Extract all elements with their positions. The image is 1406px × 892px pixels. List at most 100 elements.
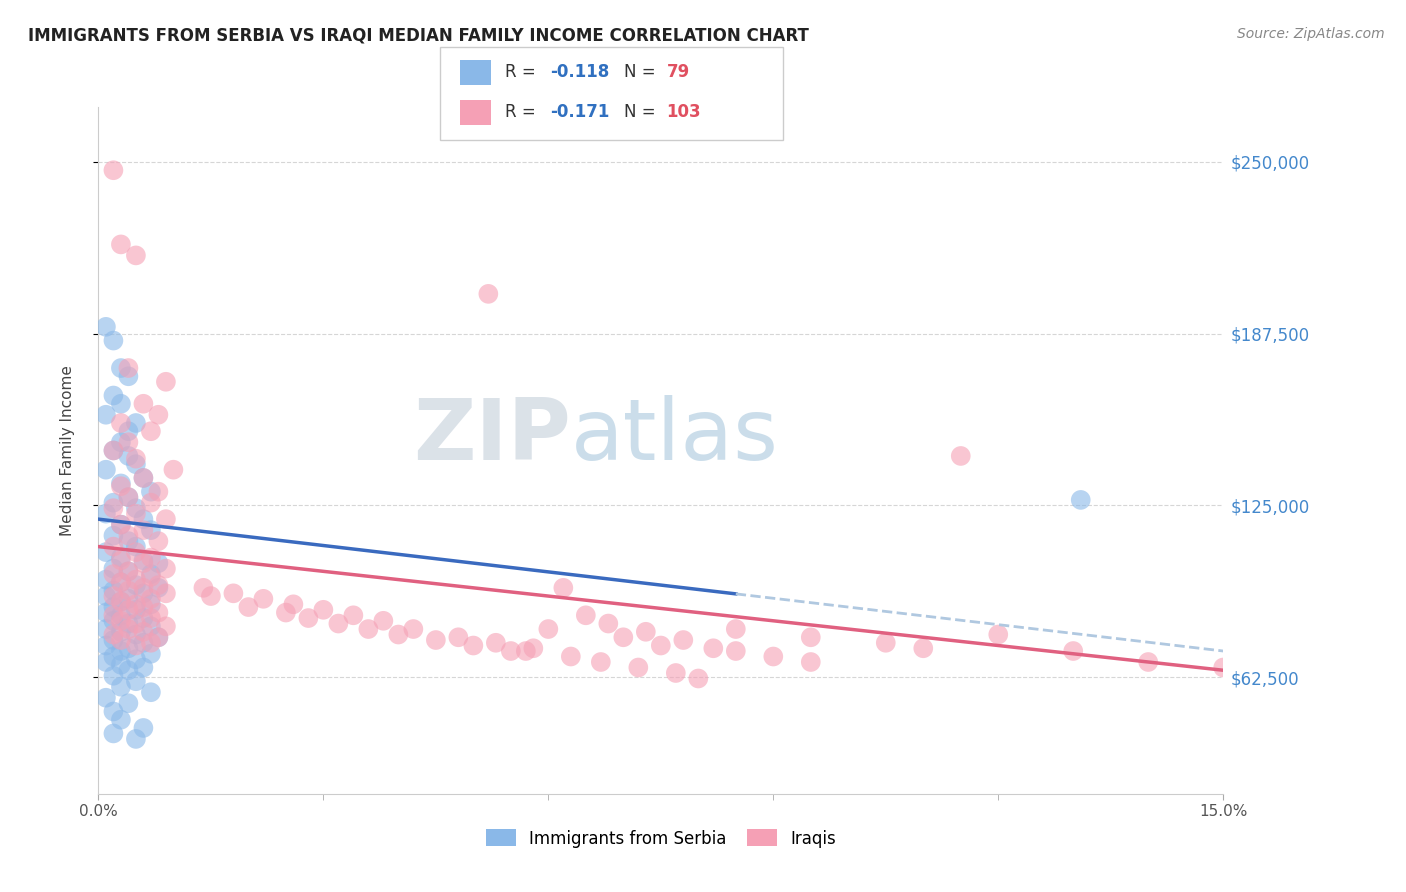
Point <box>274 606 297 620</box>
Point <box>949 449 972 463</box>
Point <box>125 416 148 430</box>
Point <box>110 644 132 658</box>
Point <box>103 501 125 516</box>
Point <box>387 627 409 641</box>
Text: ZIP: ZIP <box>413 395 571 478</box>
Point <box>103 528 125 542</box>
Point <box>312 603 335 617</box>
Point <box>117 641 139 656</box>
Point <box>103 633 125 648</box>
Point <box>598 616 620 631</box>
Point <box>485 636 508 650</box>
Text: Source: ZipAtlas.com: Source: ZipAtlas.com <box>1237 27 1385 41</box>
Point <box>110 553 132 567</box>
Point <box>132 624 155 639</box>
Point <box>193 581 215 595</box>
Point <box>132 397 155 411</box>
Point <box>132 556 155 570</box>
Point <box>117 583 139 598</box>
Point <box>125 616 148 631</box>
Point <box>762 649 785 664</box>
Point <box>139 570 162 584</box>
Point <box>132 512 155 526</box>
Point <box>222 586 245 600</box>
Point <box>155 375 177 389</box>
Point <box>94 622 117 636</box>
Text: 79: 79 <box>666 63 690 81</box>
Text: N =: N = <box>624 103 661 121</box>
Point <box>155 619 177 633</box>
Point <box>139 647 162 661</box>
Point <box>125 540 148 554</box>
Point <box>252 591 274 606</box>
Point <box>139 619 162 633</box>
Point <box>125 674 148 689</box>
Point <box>94 573 117 587</box>
Point <box>139 496 162 510</box>
Point <box>125 597 148 611</box>
Point <box>132 636 155 650</box>
Point <box>238 600 260 615</box>
Point <box>110 713 132 727</box>
Point <box>553 581 575 595</box>
Point <box>148 484 170 499</box>
Point <box>148 606 170 620</box>
Point <box>125 603 148 617</box>
Point <box>103 443 125 458</box>
Point <box>103 388 125 402</box>
Point <box>117 565 139 579</box>
Point <box>110 575 132 590</box>
Point <box>148 534 170 549</box>
Point <box>110 435 132 450</box>
Point <box>110 479 132 493</box>
Point <box>139 611 162 625</box>
Point <box>117 565 139 579</box>
Point <box>155 512 177 526</box>
Point <box>103 726 125 740</box>
Point <box>724 644 747 658</box>
Point <box>875 636 897 650</box>
Point <box>537 622 560 636</box>
Point <box>297 611 319 625</box>
Point <box>672 633 695 648</box>
Point <box>132 471 155 485</box>
Point <box>103 163 125 178</box>
Point <box>665 665 688 680</box>
Point <box>125 457 148 471</box>
Point <box>117 663 139 677</box>
Point <box>110 614 132 628</box>
Point <box>110 237 132 252</box>
Point <box>117 369 139 384</box>
Point <box>200 589 222 603</box>
Point <box>117 361 139 376</box>
Text: -0.171: -0.171 <box>550 103 609 121</box>
Point <box>110 680 132 694</box>
Point <box>110 594 132 608</box>
Point <box>110 416 132 430</box>
Point <box>94 319 117 334</box>
Point <box>702 641 724 656</box>
Point <box>103 627 125 641</box>
Point <box>94 463 117 477</box>
Point <box>103 589 125 603</box>
Point <box>125 639 148 653</box>
Point <box>132 600 155 615</box>
Point <box>328 616 350 631</box>
Point <box>132 660 155 674</box>
Point <box>627 660 650 674</box>
Point <box>103 496 125 510</box>
Point <box>132 523 155 537</box>
Point <box>110 517 132 532</box>
Point <box>94 545 117 559</box>
Point <box>148 581 170 595</box>
Point <box>724 622 747 636</box>
Point <box>155 561 177 575</box>
Point <box>148 556 170 570</box>
Point <box>463 639 485 653</box>
Point <box>139 567 162 582</box>
Point <box>117 591 139 606</box>
Point <box>342 608 364 623</box>
Point <box>125 248 148 262</box>
Point <box>589 655 612 669</box>
Point <box>575 608 598 623</box>
